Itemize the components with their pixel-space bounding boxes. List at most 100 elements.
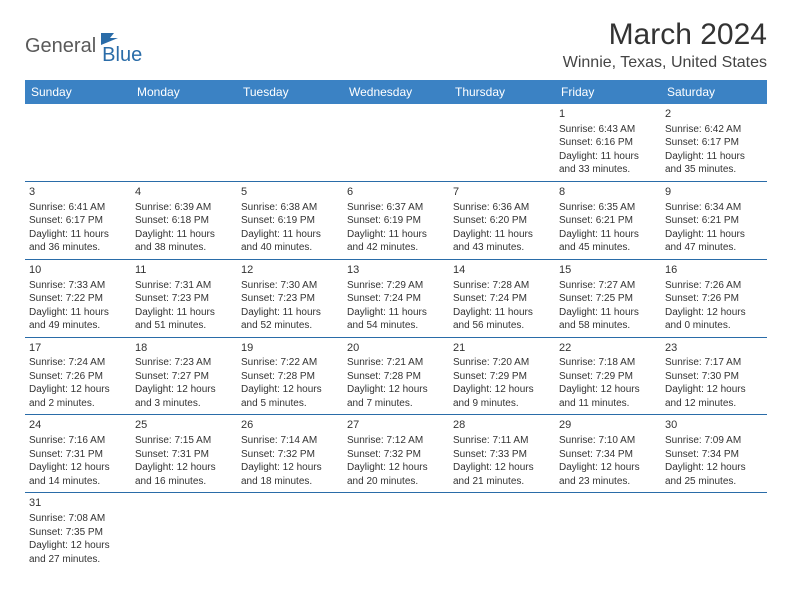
sunrise-text: Sunrise: 7:09 AM <box>665 434 763 448</box>
daylight-text: and 38 minutes. <box>135 241 233 255</box>
daylight-text: Daylight: 11 hours <box>29 228 127 242</box>
daylight-text: Daylight: 12 hours <box>665 461 763 475</box>
daylight-text: and 35 minutes. <box>665 163 763 177</box>
daylight-text: and 12 minutes. <box>665 397 763 411</box>
calendar-cell: 30Sunrise: 7:09 AMSunset: 7:34 PMDayligh… <box>661 415 767 493</box>
day-number: 11 <box>135 263 233 278</box>
logo-text-blue: Blue <box>102 44 142 67</box>
sunset-text: Sunset: 6:16 PM <box>559 136 657 150</box>
daylight-text: and 7 minutes. <box>347 397 445 411</box>
calendar-cell: 8Sunrise: 6:35 AMSunset: 6:21 PMDaylight… <box>555 181 661 259</box>
sunrise-text: Sunrise: 7:08 AM <box>29 512 127 526</box>
daylight-text: and 27 minutes. <box>29 553 127 567</box>
daylight-text: Daylight: 11 hours <box>241 306 339 320</box>
sunrise-text: Sunrise: 6:36 AM <box>453 201 551 215</box>
day-number: 15 <box>559 263 657 278</box>
sunrise-text: Sunrise: 7:15 AM <box>135 434 233 448</box>
day-number: 2 <box>665 107 763 122</box>
weekday-header: Tuesday <box>237 80 343 104</box>
day-number: 29 <box>559 418 657 433</box>
day-number: 21 <box>453 341 551 356</box>
daylight-text: and 51 minutes. <box>135 319 233 333</box>
sunset-text: Sunset: 7:25 PM <box>559 292 657 306</box>
daylight-text: Daylight: 12 hours <box>29 461 127 475</box>
sunrise-text: Sunrise: 6:34 AM <box>665 201 763 215</box>
daylight-text: and 54 minutes. <box>347 319 445 333</box>
day-number: 5 <box>241 185 339 200</box>
calendar-cell: 7Sunrise: 6:36 AMSunset: 6:20 PMDaylight… <box>449 181 555 259</box>
weekday-header: Saturday <box>661 80 767 104</box>
calendar-cell: 2Sunrise: 6:42 AMSunset: 6:17 PMDaylight… <box>661 104 767 181</box>
day-number: 13 <box>347 263 445 278</box>
calendar-cell: 10Sunrise: 7:33 AMSunset: 7:22 PMDayligh… <box>25 259 131 337</box>
sunset-text: Sunset: 7:24 PM <box>347 292 445 306</box>
sunrise-text: Sunrise: 6:38 AM <box>241 201 339 215</box>
sunset-text: Sunset: 6:21 PM <box>665 214 763 228</box>
calendar-cell: 31Sunrise: 7:08 AMSunset: 7:35 PMDayligh… <box>25 493 131 570</box>
page-title: March 2024 <box>563 18 767 52</box>
sunrise-text: Sunrise: 6:35 AM <box>559 201 657 215</box>
weekday-header: Wednesday <box>343 80 449 104</box>
daylight-text: and 45 minutes. <box>559 241 657 255</box>
sunset-text: Sunset: 7:34 PM <box>559 448 657 462</box>
day-number: 8 <box>559 185 657 200</box>
day-number: 1 <box>559 107 657 122</box>
sunrise-text: Sunrise: 6:42 AM <box>665 123 763 137</box>
location-text: Winnie, Texas, United States <box>563 54 767 72</box>
daylight-text: and 56 minutes. <box>453 319 551 333</box>
daylight-text: and 20 minutes. <box>347 475 445 489</box>
sunrise-text: Sunrise: 7:26 AM <box>665 279 763 293</box>
day-number: 22 <box>559 341 657 356</box>
daylight-text: Daylight: 11 hours <box>135 228 233 242</box>
daylight-text: Daylight: 11 hours <box>665 228 763 242</box>
sunset-text: Sunset: 7:30 PM <box>665 370 763 384</box>
logo-text-general: General <box>25 35 96 58</box>
daylight-text: Daylight: 12 hours <box>665 383 763 397</box>
day-number: 19 <box>241 341 339 356</box>
day-number: 16 <box>665 263 763 278</box>
daylight-text: Daylight: 12 hours <box>347 461 445 475</box>
calendar-cell: 11Sunrise: 7:31 AMSunset: 7:23 PMDayligh… <box>131 259 237 337</box>
daylight-text: Daylight: 12 hours <box>29 383 127 397</box>
sunrise-text: Sunrise: 7:29 AM <box>347 279 445 293</box>
calendar-cell <box>131 493 237 570</box>
sunset-text: Sunset: 7:31 PM <box>135 448 233 462</box>
daylight-text: and 25 minutes. <box>665 475 763 489</box>
sunset-text: Sunset: 7:26 PM <box>29 370 127 384</box>
daylight-text: Daylight: 12 hours <box>453 461 551 475</box>
calendar-cell <box>343 493 449 570</box>
sunrise-text: Sunrise: 7:33 AM <box>29 279 127 293</box>
calendar-row: 10Sunrise: 7:33 AMSunset: 7:22 PMDayligh… <box>25 259 767 337</box>
sunrise-text: Sunrise: 7:24 AM <box>29 356 127 370</box>
calendar-cell: 6Sunrise: 6:37 AMSunset: 6:19 PMDaylight… <box>343 181 449 259</box>
sunrise-text: Sunrise: 7:10 AM <box>559 434 657 448</box>
sunrise-text: Sunrise: 7:14 AM <box>241 434 339 448</box>
calendar-cell: 5Sunrise: 6:38 AMSunset: 6:19 PMDaylight… <box>237 181 343 259</box>
weekday-header: Sunday <box>25 80 131 104</box>
day-number: 25 <box>135 418 233 433</box>
daylight-text: and 0 minutes. <box>665 319 763 333</box>
day-number: 24 <box>29 418 127 433</box>
sunset-text: Sunset: 7:28 PM <box>347 370 445 384</box>
daylight-text: and 3 minutes. <box>135 397 233 411</box>
daylight-text: Daylight: 12 hours <box>241 461 339 475</box>
calendar-row: 24Sunrise: 7:16 AMSunset: 7:31 PMDayligh… <box>25 415 767 493</box>
day-number: 14 <box>453 263 551 278</box>
sunrise-text: Sunrise: 7:31 AM <box>135 279 233 293</box>
calendar-cell <box>237 493 343 570</box>
sunrise-text: Sunrise: 7:30 AM <box>241 279 339 293</box>
daylight-text: Daylight: 12 hours <box>559 383 657 397</box>
sunrise-text: Sunrise: 7:20 AM <box>453 356 551 370</box>
daylight-text: and 42 minutes. <box>347 241 445 255</box>
daylight-text: and 14 minutes. <box>29 475 127 489</box>
day-number: 10 <box>29 263 127 278</box>
sunset-text: Sunset: 7:31 PM <box>29 448 127 462</box>
daylight-text: Daylight: 11 hours <box>29 306 127 320</box>
sunset-text: Sunset: 6:17 PM <box>29 214 127 228</box>
sunset-text: Sunset: 6:17 PM <box>665 136 763 150</box>
calendar-cell: 24Sunrise: 7:16 AMSunset: 7:31 PMDayligh… <box>25 415 131 493</box>
daylight-text: Daylight: 11 hours <box>559 306 657 320</box>
day-number: 7 <box>453 185 551 200</box>
calendar-cell: 26Sunrise: 7:14 AMSunset: 7:32 PMDayligh… <box>237 415 343 493</box>
sunrise-text: Sunrise: 6:39 AM <box>135 201 233 215</box>
